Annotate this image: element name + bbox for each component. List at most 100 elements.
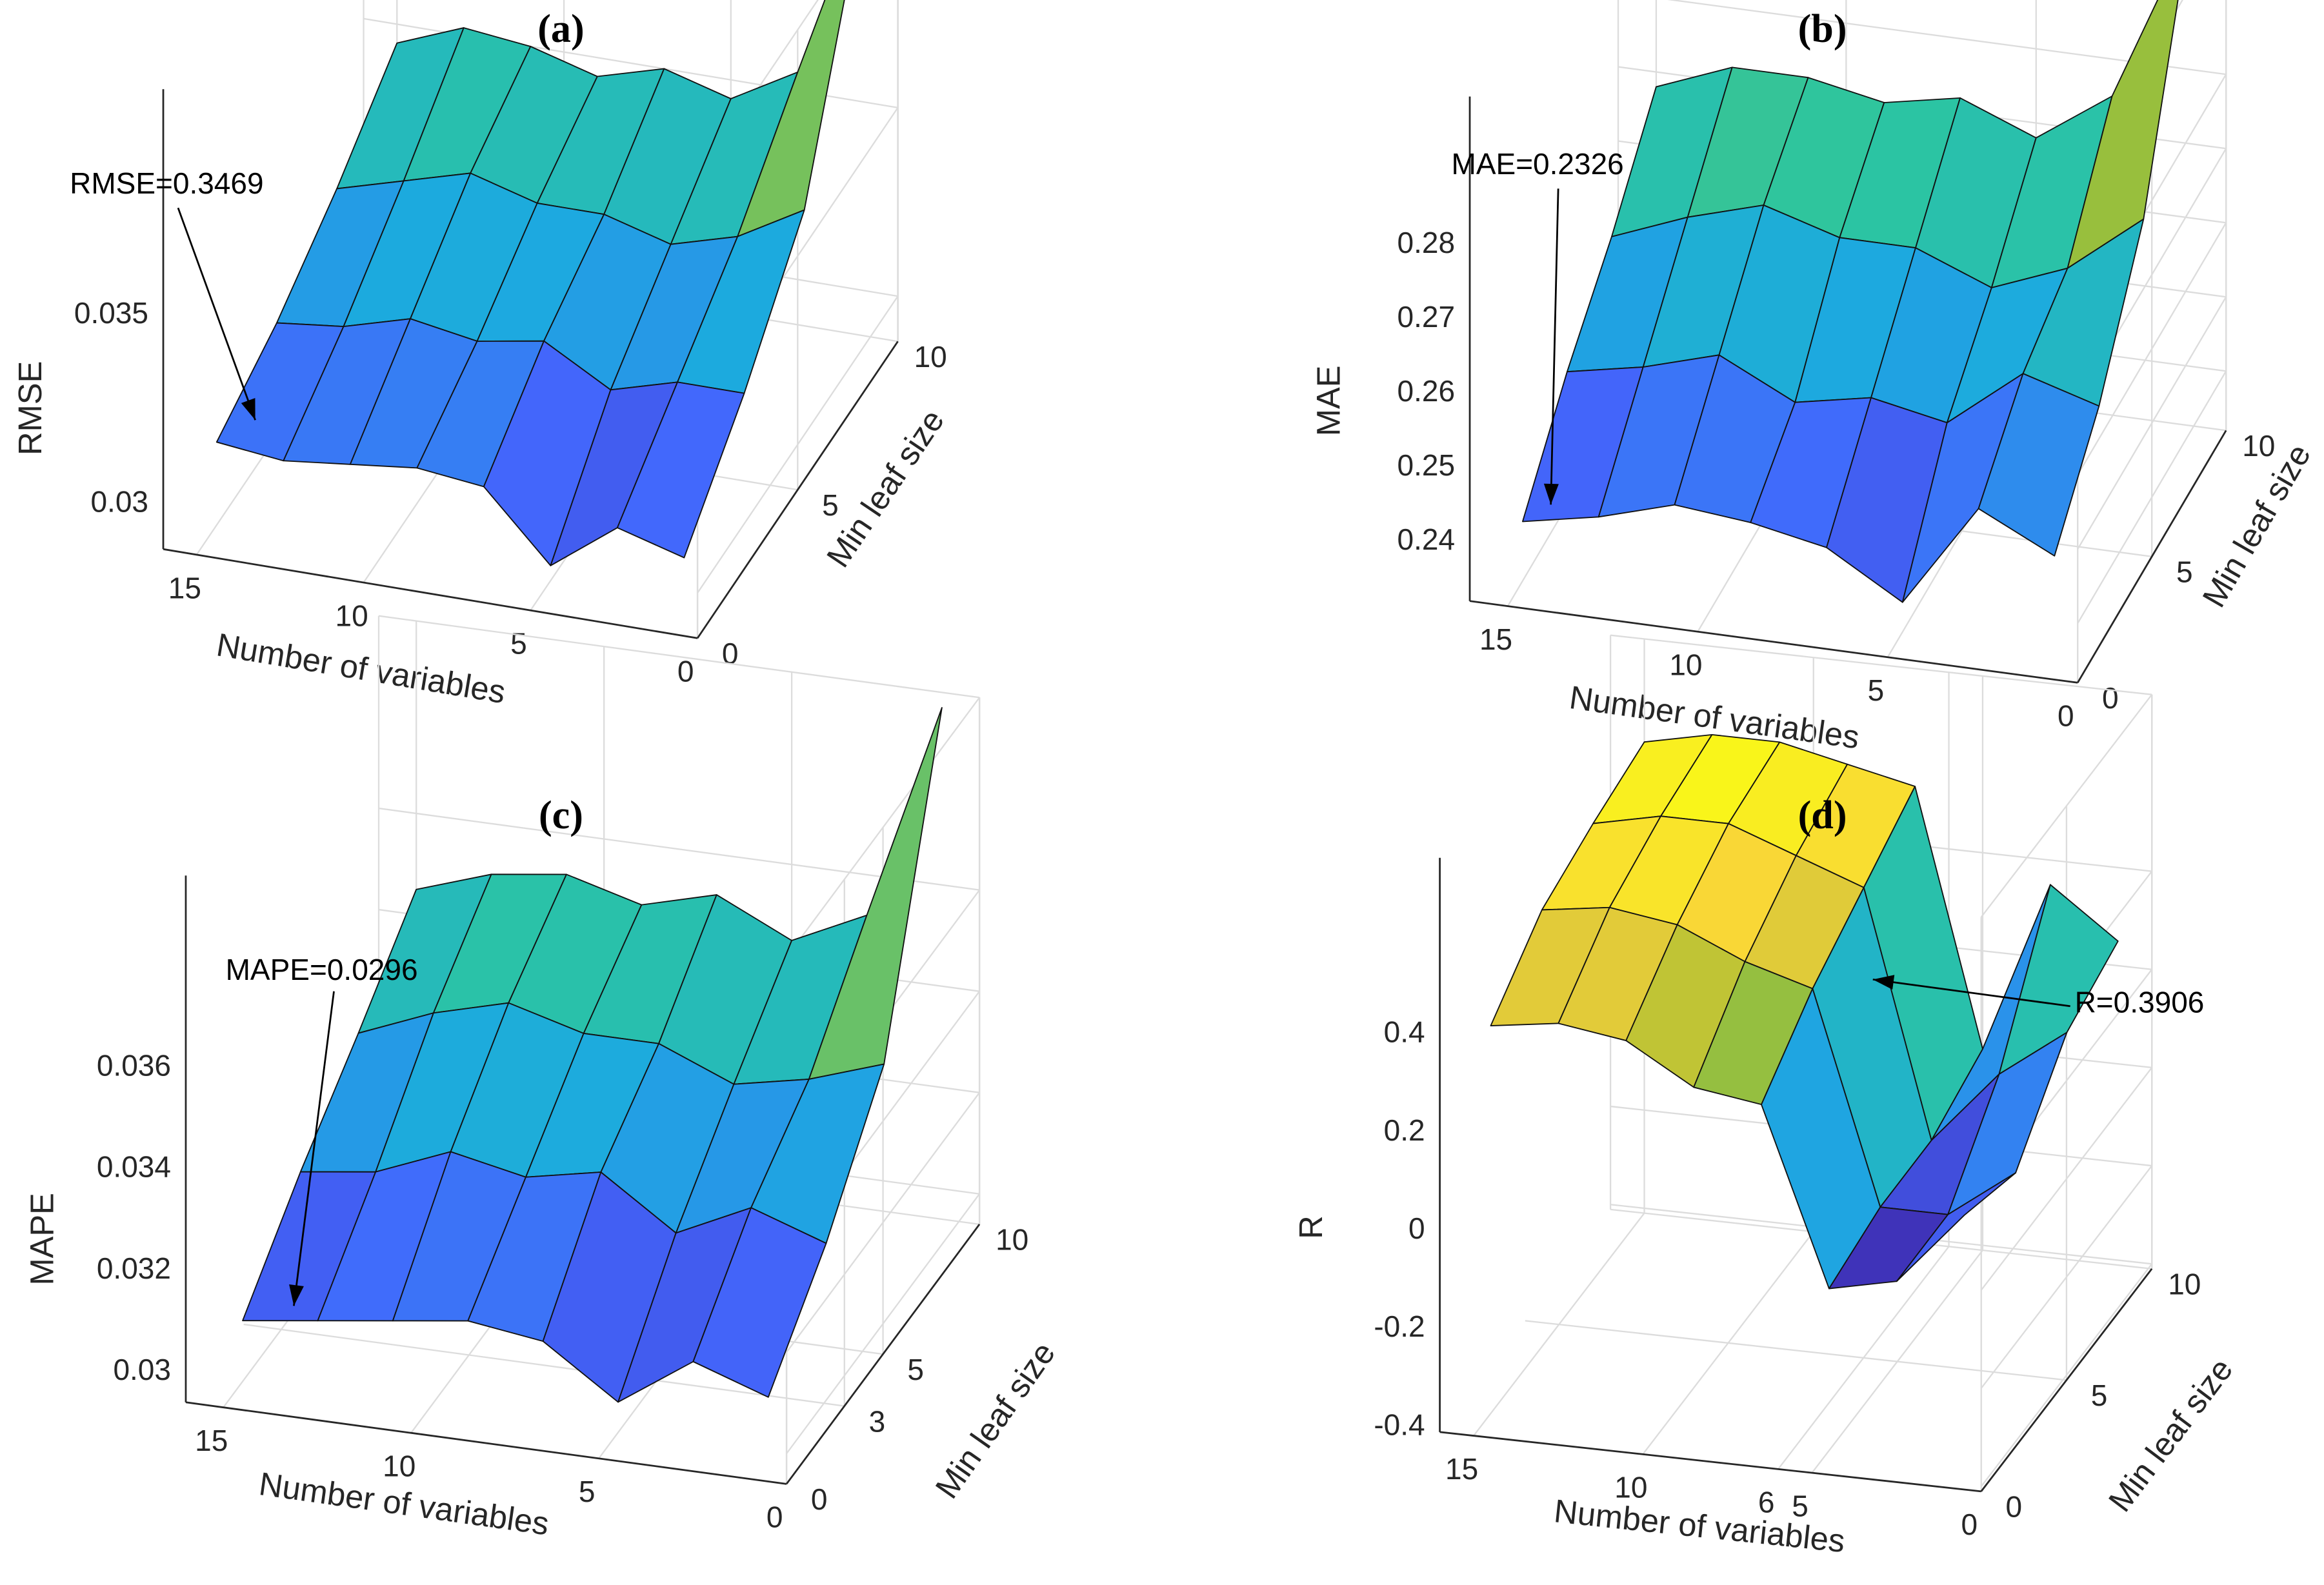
z-axis-label: MAPE [23, 1193, 60, 1285]
x-tick-label: 0 [677, 655, 694, 688]
x-tick-label: 10 [1669, 648, 1702, 682]
box-edge [378, 615, 980, 699]
grid-line [1667, 0, 2227, 75]
grid-line [2077, 296, 2227, 550]
z-tick-label: 0.28 [1397, 226, 1456, 259]
x-tick-label: 6 [1758, 1486, 1775, 1519]
grid-line [243, 1323, 845, 1407]
grid-line [2077, 222, 2227, 475]
x-axis [1469, 600, 2078, 684]
x-axis [185, 1401, 787, 1485]
z-tick-label: 0.25 [1397, 448, 1456, 482]
z-tick-label: -0.4 [1374, 1408, 1425, 1441]
x-tick-label: 0 [2058, 699, 2074, 733]
grid-line [1980, 1263, 2153, 1487]
x-tick-label: 5 [1792, 1489, 1808, 1522]
y-tick-label: 10 [2168, 1268, 2201, 1301]
x-tick-label: 15 [168, 571, 201, 604]
z-tick-label: -0.2 [1374, 1310, 1425, 1343]
y-axis [785, 1224, 981, 1485]
surface-patch [616, 381, 745, 559]
panel-title: (d) [1798, 793, 1847, 837]
grid-line [378, 807, 980, 891]
y-axis [696, 341, 899, 639]
grid-line [1525, 1320, 2067, 1381]
arrow-head [241, 397, 255, 421]
panel: 05610150510-0.4-0.200.20.4R=0.3906(d)Num… [1292, 634, 2240, 1559]
annotation: R=0.3906 [2075, 986, 2205, 1019]
grid-line [1980, 1165, 2153, 1389]
panel-title: (c) [539, 793, 583, 837]
x-tick-label: 0 [766, 1500, 783, 1534]
panel-title: (b) [1798, 7, 1847, 51]
panel: 051015035100.030.0320.0340.036MAPE=0.029… [23, 615, 1062, 1542]
y-tick-label: 5 [2091, 1379, 2108, 1412]
surface-patch [692, 1207, 827, 1398]
z-tick-label: 0 [1408, 1211, 1425, 1245]
x-tick-label: 15 [1445, 1452, 1478, 1486]
z-tick-label: 0.034 [97, 1150, 171, 1184]
z-axis-label: R [1292, 1215, 1329, 1239]
x-tick-label: 15 [1479, 623, 1512, 656]
x-tick-label: 5 [510, 627, 527, 661]
x-axis-label: Number of variables [214, 626, 508, 710]
arrow-head [1872, 975, 1895, 990]
arrow-head [289, 1284, 304, 1306]
annotation: MAE=0.2326 [1452, 147, 1624, 181]
box-edge [786, 697, 981, 958]
y-tick-label: 10 [2242, 429, 2275, 463]
y-tick-label: 0 [722, 637, 739, 670]
z-tick-label: 0.03 [90, 484, 148, 518]
x-tick-label: 5 [579, 1475, 596, 1508]
surface-patch [1896, 1172, 2016, 1282]
x-tick-label: 0 [1961, 1508, 1978, 1541]
y-axis-label: Min leaf size [2195, 438, 2318, 613]
annotation-arrow [293, 991, 335, 1306]
surface-patch [808, 707, 943, 1080]
grid-line [786, 1092, 981, 1353]
z-axis-label: RMSE [12, 361, 48, 455]
y-tick-label: 0 [2102, 681, 2119, 715]
y-tick-label: 5 [907, 1353, 924, 1386]
box-edge [1610, 634, 2152, 695]
z-tick-label: 0.03 [113, 1353, 171, 1386]
x-axis [1439, 1431, 1981, 1493]
z-tick-label: 0.4 [1384, 1015, 1425, 1049]
z-tick-label: 0.27 [1397, 300, 1456, 334]
panel-title: (a) [537, 7, 584, 51]
y-tick-label: 0 [811, 1482, 828, 1516]
x-tick-label: 5 [1868, 673, 1885, 707]
x-axis [163, 548, 698, 639]
box-edge [1980, 693, 2153, 918]
y-tick-label: 5 [822, 488, 839, 522]
grid-line [2077, 370, 2227, 624]
z-tick-label: 0.26 [1397, 374, 1456, 408]
annotation: MAPE=0.0296 [226, 953, 418, 986]
grid-line [697, 295, 899, 593]
y-axis [2076, 430, 2227, 683]
y-tick-label: 10 [914, 340, 947, 374]
z-tick-label: 0.036 [97, 1049, 171, 1082]
y-tick-label: 0 [2005, 1490, 2022, 1524]
surface-patch [1978, 373, 2100, 557]
x-tick-label: 10 [336, 599, 368, 632]
y-tick-label: 5 [2176, 555, 2193, 589]
panel: 0 5 10 15 0 5 10 0.24 0.25 0.26 0.27 0.28 MAE=0.2326… [1310, 0, 2318, 755]
y-tick-label: 10 [996, 1223, 1028, 1257]
z-tick-label: 0.24 [1397, 523, 1456, 556]
annotation-arrow [177, 207, 256, 421]
y-axis-label: Min leaf size [928, 1335, 1062, 1505]
annotation-arrow [1872, 978, 2070, 1008]
panel: 0 5 10 15 0 5 10 0.03 0.035 RMSE=0.3469 (a) Number … [12, 0, 951, 710]
grid-line [1980, 1067, 2153, 1291]
z-tick-label: 0.035 [74, 296, 148, 330]
z-axis-label: MAE [1310, 365, 1347, 436]
z-tick-label: 0.2 [1384, 1113, 1425, 1147]
annotation: RMSE=0.3469 [70, 166, 263, 200]
x-tick-label: 10 [383, 1450, 416, 1483]
x-tick-label: 15 [195, 1424, 228, 1457]
grid-line [786, 1193, 981, 1454]
z-tick-label: 0.032 [97, 1251, 171, 1285]
y-axis-label: Min leaf size [2101, 1351, 2240, 1519]
